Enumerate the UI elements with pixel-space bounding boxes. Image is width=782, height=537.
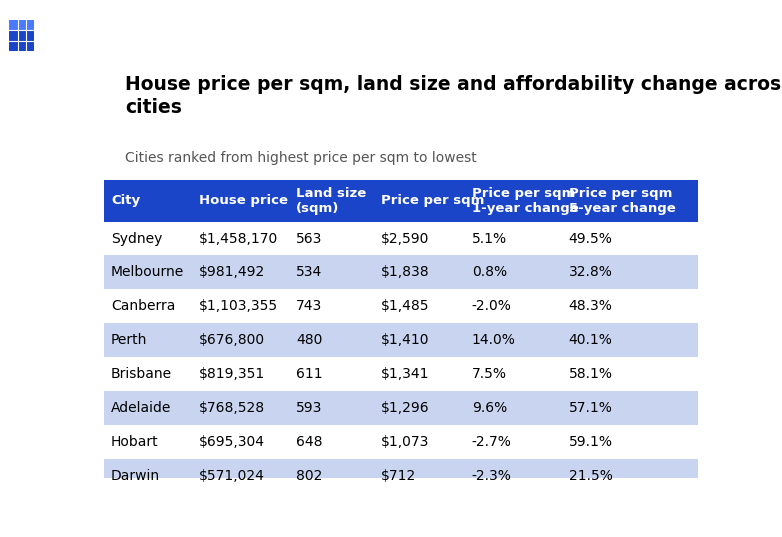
Text: $1,838: $1,838 [381, 265, 429, 279]
Text: $571,024: $571,024 [199, 469, 265, 483]
Text: 611: 611 [296, 367, 322, 381]
Text: -2.3%: -2.3% [472, 469, 511, 483]
Text: -2.7%: -2.7% [472, 435, 511, 449]
Text: $768,528: $768,528 [199, 401, 265, 415]
Text: 7.5%: 7.5% [472, 367, 507, 381]
Text: 743: 743 [296, 299, 322, 313]
Text: 480: 480 [296, 333, 322, 347]
Text: 59.1%: 59.1% [569, 435, 612, 449]
Bar [9, 20, 34, 31]
Text: Hobart: Hobart [111, 435, 159, 449]
Text: 9.6%: 9.6% [472, 401, 507, 415]
Text: Land size
(sqm): Land size (sqm) [296, 187, 366, 215]
Text: House price: House price [199, 194, 288, 207]
Text: 32.8%: 32.8% [569, 265, 612, 279]
Text: 563: 563 [296, 231, 322, 245]
Text: 48.3%: 48.3% [569, 299, 612, 313]
Text: 40.1%: 40.1% [569, 333, 612, 347]
Bar [104, 425, 698, 459]
Text: 21.5%: 21.5% [569, 469, 612, 483]
Text: -2.0%: -2.0% [472, 299, 511, 313]
Bar [104, 357, 698, 391]
Text: Darwin: Darwin [111, 469, 160, 483]
Text: $676,800: $676,800 [199, 333, 265, 347]
Text: House price per sqm, land size and affordability change across the capital
citie: House price per sqm, land size and affor… [125, 75, 782, 117]
Bar [104, 180, 698, 222]
Text: $695,304: $695,304 [199, 435, 265, 449]
Text: 593: 593 [296, 401, 322, 415]
Text: 57.1%: 57.1% [569, 401, 612, 415]
Text: $712: $712 [381, 469, 416, 483]
Text: $2,590: $2,590 [381, 231, 429, 245]
Text: $1,103,355: $1,103,355 [199, 299, 278, 313]
Bar [104, 222, 698, 256]
Text: $819,351: $819,351 [199, 367, 265, 381]
Text: 14.0%: 14.0% [472, 333, 515, 347]
Text: Melbourne: Melbourne [111, 265, 185, 279]
Bar [104, 459, 698, 493]
Text: 0.8%: 0.8% [472, 265, 507, 279]
Bar [104, 391, 698, 425]
Text: Cities ranked from highest price per sqm to lowest: Cities ranked from highest price per sqm… [125, 151, 477, 165]
Text: 648: 648 [296, 435, 322, 449]
Text: Canberra: Canberra [111, 299, 175, 313]
Text: $981,492: $981,492 [199, 265, 265, 279]
Text: Price per sqm
1-year change: Price per sqm 1-year change [472, 187, 579, 215]
Text: $1,296: $1,296 [381, 401, 429, 415]
Text: 5.1%: 5.1% [472, 231, 507, 245]
Text: Adelaide: Adelaide [111, 401, 171, 415]
Text: $1,458,170: $1,458,170 [199, 231, 278, 245]
Text: 49.5%: 49.5% [569, 231, 612, 245]
Text: 58.1%: 58.1% [569, 367, 612, 381]
Text: Price per sqm: Price per sqm [381, 194, 484, 207]
Bar [104, 289, 698, 323]
Text: Sydney: Sydney [111, 231, 163, 245]
Text: 802: 802 [296, 469, 322, 483]
Text: $1,341: $1,341 [381, 367, 429, 381]
Text: $1,073: $1,073 [381, 435, 429, 449]
Text: $1,410: $1,410 [381, 333, 429, 347]
Text: Price per sqm
5-year change: Price per sqm 5-year change [569, 187, 676, 215]
Text: Perth: Perth [111, 333, 148, 347]
Text: 534: 534 [296, 265, 322, 279]
Bar [104, 323, 698, 357]
Text: City: City [111, 194, 140, 207]
Text: Brisbane: Brisbane [111, 367, 172, 381]
Bar [104, 256, 698, 289]
Text: $1,485: $1,485 [381, 299, 429, 313]
